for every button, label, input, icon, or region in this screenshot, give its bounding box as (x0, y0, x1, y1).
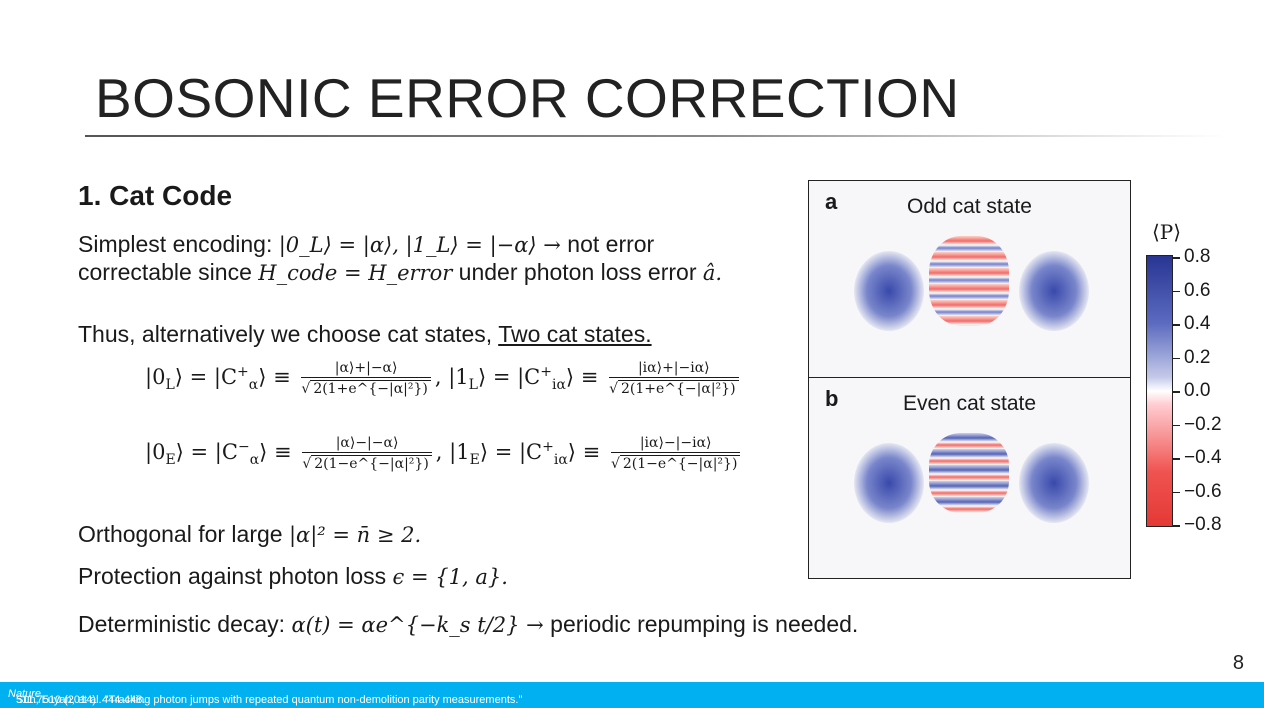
section-heading: 1. Cat Code (78, 180, 233, 211)
citation-footer: Sun, Luyan, et al. "Tracking photon jump… (0, 682, 1264, 708)
colorbar-tick-label: 0.4 (1184, 313, 1211, 334)
encoding-math: |0_L⟩ = |α⟩, |1_L⟩ = |−α⟩ → (278, 233, 561, 257)
equation-row-1: |0L⟩ = |C+α⟩ ≡ |α⟩+|−α⟩ √ 2(1+e^{−|α|²}), … (145, 360, 743, 397)
photon-loss-text: under photon loss error (452, 259, 703, 285)
decay-line: Deterministic decay: α(t) = αe^{−k_s t/2… (78, 610, 858, 639)
colorbar-tick (1173, 424, 1180, 426)
left-coherent-blob (854, 251, 924, 331)
colorbar-tick-label: −0.4 (1184, 447, 1222, 468)
colorbar-tick (1173, 491, 1180, 493)
colorbar (1146, 255, 1173, 527)
orthogonal-line: Orthogonal for large |α|² = n̄ ≥ 2. (78, 520, 421, 549)
protection-math: ϵ = {1, a}. (392, 565, 508, 589)
colorbar-tick (1173, 324, 1180, 326)
colorbar-tick (1173, 391, 1180, 393)
colorbar-tick (1173, 290, 1180, 292)
encoding-text: Simplest encoding: (78, 231, 279, 257)
page-number: 8 (1232, 652, 1244, 674)
panel-a-letter: a (825, 189, 838, 214)
encoding-line-2: correctable since H_code = H_error under… (78, 258, 722, 287)
wigner-panel-even: b Even cat state (808, 377, 1131, 579)
eq4-lhs: |1E⟩ = |C+iα⟩ ≡ (449, 439, 601, 468)
eq4-fraction: |iα⟩−|−iα⟩ √ 2(1−e^{−|α|²}) (610, 435, 741, 472)
colorbar-tick (1173, 458, 1180, 460)
colorbar-tick-label: 0.6 (1184, 279, 1211, 301)
colorbar-tick-label: −0.8 (1184, 514, 1222, 535)
correctable-text: correctable since (78, 259, 259, 285)
eq3-fraction: |α⟩−|−α⟩ √ 2(1−e^{−|α|²}) (302, 435, 432, 472)
eq1-lhs: |0L⟩ = |C+α⟩ ≡ (145, 364, 291, 393)
orthogonal-text: Orthogonal for large (78, 521, 289, 547)
interference-fringes (929, 236, 1009, 326)
panel-a-title: Odd cat state (907, 195, 1032, 218)
equation-row-2: |0E⟩ = |C−α⟩ ≡ |α⟩−|−α⟩ √ 2(1−e^{−|α|²}), … (145, 435, 744, 472)
eq3-lhs: |0E⟩ = |C−α⟩ ≡ (145, 439, 292, 468)
wigner-panel-odd: a Odd cat state (808, 180, 1131, 380)
panel-b-letter: b (825, 386, 839, 411)
citation-text: Sun, Luyan, et al. "Tracking photon jump… (8, 688, 523, 706)
cat-states-line: Thus, alternatively we choose cat states… (78, 320, 652, 348)
colorbar-tick-label: 0.0 (1184, 380, 1211, 401)
right-coherent-blob (1019, 251, 1089, 331)
slide-title: BOSONIC ERROR CORRECTION (95, 67, 960, 129)
hamiltonian-math: H_code = H_error (258, 261, 453, 285)
protection-text: Protection against photon loss (78, 563, 393, 589)
eq2-lhs: |1L⟩ = |C+iα⟩ ≡ (448, 364, 599, 393)
loss-operator-math: â. (702, 261, 723, 285)
colorbar-tick (1173, 525, 1180, 527)
alternative-text: Thus, alternatively we choose cat states… (78, 321, 499, 347)
colorbar-tick-label: 0.8 (1184, 246, 1211, 267)
two-cat-states-link[interactable]: Two cat states. (498, 321, 652, 347)
colorbar-tick-label: 0.2 (1184, 346, 1211, 368)
encoding-line-1: Simplest encoding: |0_L⟩ = |α⟩, |1_L⟩ = … (78, 230, 654, 259)
colorbar-tick-label: −0.2 (1184, 413, 1222, 435)
colorbar-tick (1173, 357, 1180, 359)
orthogonal-math: |α|² = n̄ ≥ 2. (288, 523, 422, 547)
interference-fringes (929, 433, 1009, 513)
colorbar-tick-label: −0.6 (1184, 480, 1222, 502)
eq2-fraction: |iα⟩+|−iα⟩ √ 2(1+e^{−|α|²}) (609, 360, 739, 397)
decay-text-end: periodic repumping is needed. (543, 611, 859, 637)
colorbar-tick (1173, 257, 1180, 259)
decay-math: α(t) = αe^{−k_s t/2} → (291, 613, 544, 637)
decay-text: Deterministic decay: (78, 611, 292, 637)
right-coherent-blob (1019, 443, 1089, 523)
panel-b-title: Even cat state (902, 392, 1037, 415)
protection-line: Protection against photon loss ϵ = {1, a… (78, 562, 508, 591)
colorbar-label: ⟨P⟩ (1152, 220, 1182, 244)
title-divider (85, 135, 1225, 137)
encoding-text-end: not error (560, 231, 655, 257)
eq1-fraction: |α⟩+|−α⟩ √ 2(1+e^{−|α|²}) (301, 360, 431, 397)
left-coherent-blob (854, 443, 924, 523)
